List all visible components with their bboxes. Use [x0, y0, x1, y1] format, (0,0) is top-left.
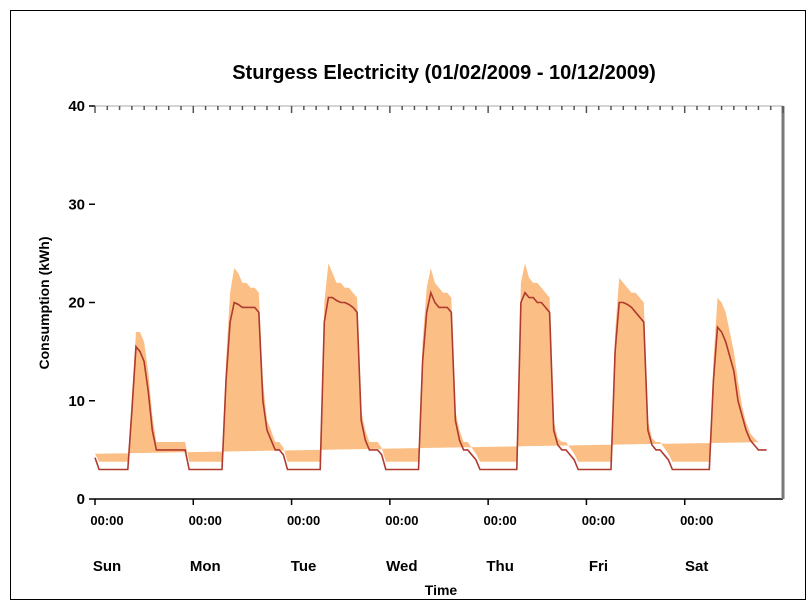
x-tick-label: 00:00: [287, 513, 320, 528]
x-tick-label: 00:00: [90, 513, 123, 528]
y-tick-label: 0: [77, 491, 85, 508]
chart-frame: Sturgess Electricity (01/02/2009 - 10/12…: [10, 10, 806, 600]
y-tick-label: 10: [68, 393, 85, 410]
day-label: Sat: [685, 558, 708, 575]
y-tick-label: 40: [68, 98, 85, 115]
x-tick-label: 00:00: [582, 513, 615, 528]
x-tick-label: 00:00: [484, 513, 517, 528]
x-tick-label: 00:00: [189, 513, 222, 528]
day-label: Fri: [589, 558, 608, 575]
day-label: Mon: [190, 558, 221, 575]
day-label: Tue: [291, 558, 317, 575]
chart-svg: Sturgess Electricity (01/02/2009 - 10/12…: [36, 62, 785, 598]
day-label: Thu: [486, 558, 514, 575]
chart-title: Sturgess Electricity (01/02/2009 - 10/12…: [232, 62, 656, 84]
x-tick-label: 00:00: [385, 513, 418, 528]
confidence-band: [95, 263, 767, 462]
day-labels: Sun Mon Tue Wed Thu Fri Sat: [93, 558, 709, 575]
y-axis-label: Consumption (kWh): [36, 237, 52, 370]
top-ticks: [94, 106, 784, 113]
y-ticks: 0 10 20 30 40: [68, 98, 95, 508]
y-tick-label: 30: [68, 196, 85, 213]
day-label: Sun: [93, 558, 121, 575]
mean-line: [94, 290, 767, 471]
plot-area: [94, 263, 767, 471]
x-axis-label: Time: [425, 582, 458, 598]
day-label: Wed: [386, 558, 417, 575]
x-ticks: 00:00 00:00 00:00 00:00 00:00 00:00 00:00: [90, 499, 713, 528]
x-tick-label: 00:00: [680, 513, 713, 528]
y-tick-label: 20: [68, 295, 85, 312]
